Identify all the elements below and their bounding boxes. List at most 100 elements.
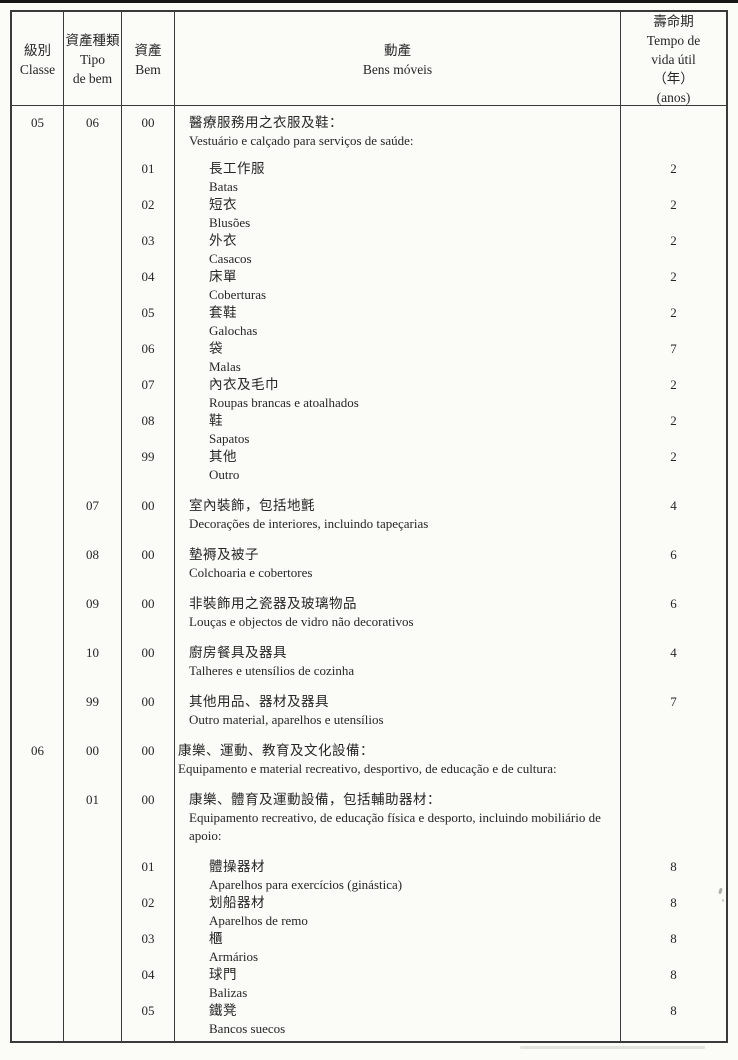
header-cell-classe: 級別 Classe [12,12,64,107]
cell-classe [12,966,64,1002]
header-line: 資產 [134,42,162,58]
description-pt: Balizas [209,985,248,1000]
cell-description: 其他用品、器材及器具 Outro material, aparelhos e ut… [175,680,621,729]
table-row: 03 櫃 Armários 8 [12,930,726,966]
cell-bem: 00 [122,106,175,150]
cell-description: 櫃 Armários [175,930,621,966]
cell-years [621,778,726,845]
cell-years: 7 [670,694,677,709]
cell-tipo [64,930,122,966]
header-line: Bens móveis [362,61,433,77]
cell-classe [12,533,64,582]
cell-years: 2 [670,413,677,428]
cell-years: 2 [670,449,677,464]
description-pt: Outro material, aparelhos e utensílios [189,712,384,727]
cell-bem: 05 [122,304,175,340]
table-row: 01 長工作服 Batas 2 [12,150,726,196]
description-zh: 體操器材 [209,859,265,874]
cell-bem: 00 [122,729,175,778]
table-row: 09 00 非裝飾用之瓷器及玻璃物品 Louças e objectos de vid… [12,582,726,631]
description-pt: Aparelhos de remo [209,913,308,928]
table-row: 06 袋 Malas 7 [12,340,726,376]
description-pt: Vestuário e calçado para serviços de saú… [189,133,414,148]
cell-years: 2 [670,269,677,284]
table-row: 02 短衣 Blusões 2 [12,196,726,232]
cell-description: 墊褥及被子 Colchoaria e cobertores [175,533,621,582]
table-row: 99 00 其他用品、器材及器具 Outro material, aparelhos … [12,680,726,729]
description-pt: Coberturas [209,287,267,302]
cell-bem: 06 [122,340,175,376]
cell-years: 2 [670,305,677,320]
cell-years: 6 [670,596,677,611]
table-row: 08 00 墊褥及被子 Colchoaria e cobertores 6 [12,533,726,582]
table-row: 10 00 廚房餐具及器具 Talheres e utensílios de cozi… [12,631,726,680]
description-zh: 短衣 [209,197,237,212]
cell-description: 鐵凳 Bancos suecos [175,1002,621,1038]
cell-tipo [64,150,122,196]
cell-classe [12,582,64,631]
cell-years: 6 [670,547,677,562]
cell-bem: 01 [122,150,175,196]
cell-years: 8 [670,859,677,874]
description-pt: Galochas [209,323,258,338]
table-header: 級別 Classe 資產種類 Tipo de bem 資產 Bem 動產 Bens móveis… [12,12,726,107]
cell-tipo [64,448,122,484]
header-cell-bens-moveis: 動產 Bens móveis [175,12,621,107]
cell-bem: 04 [122,268,175,304]
cell-description: 康樂、體育及運動設備，包括輔助器材： Equipamento recreativo… [175,778,621,845]
cell-description: 體操器材 Aparelhos para exercícios (ginástica… [175,845,621,894]
cell-tipo [64,966,122,1002]
cell-years [621,106,726,150]
cell-classe: 06 [12,729,64,778]
cell-bem: 08 [122,412,175,448]
cell-bem: 03 [122,232,175,268]
cell-description: 內衣及毛巾 Roupas brancas e atoalhados [175,376,621,412]
cell-bem: 01 [122,845,175,894]
description-zh: 鐵凳 [209,1003,237,1018]
description-pt: Aparelhos para exercícios (ginástica) [209,877,403,892]
cell-description: 床單 Coberturas [175,268,621,304]
filler-cell [122,1038,175,1041]
cell-classe [12,894,64,930]
description-pt: Equipamento e material recreativo, despo… [178,761,557,776]
description-pt: Colchoaria e cobertores [189,565,313,580]
cell-description: 醫療服務用之衣服及鞋： Vestuário e calçado para serv… [175,106,621,150]
table-row: 07 00 室內裝飾，包括地氈 Decorações de interiores, i… [12,484,726,533]
filler-cell [64,1038,122,1041]
table-row: 04 球門 Balizas 8 [12,966,726,1002]
table-row: 08 鞋 Sapatos 2 [12,412,726,448]
cell-bem: 00 [122,533,175,582]
cell-tipo [64,845,122,894]
cell-tipo [64,376,122,412]
description-zh: 墊褥及被子 [189,547,259,562]
cell-tipo: 07 [64,484,122,533]
table-row: 05 06 00 醫療服務用之衣服及鞋： Vestuário e calçado par… [12,106,726,150]
cell-classe [12,232,64,268]
cell-years: 8 [670,931,677,946]
cell-classe: 05 [12,106,64,150]
cell-bem: 00 [122,484,175,533]
description-pt: Armários [209,949,259,964]
cell-classe [12,268,64,304]
cell-classe [12,340,64,376]
cell-description: 套鞋 Galochas [175,304,621,340]
cell-classe [12,930,64,966]
cell-tipo [64,196,122,232]
cell-bem: 02 [122,894,175,930]
description-zh: 長工作服 [209,161,265,176]
table-row: 01 00 康樂、體育及運動設備，包括輔助器材： Equipamento recrea… [12,778,726,845]
cell-classe [12,150,64,196]
header-line: 級別 [24,42,51,58]
filler-cell [175,1038,621,1041]
header-cell-tempo-vida-util: 壽命期 Tempo de vida útil （年） (anos) [621,12,726,107]
cell-description: 長工作服 Batas [175,150,621,196]
description-pt: Decorações de interiores, incluindo tape… [189,516,429,531]
cell-classe [12,448,64,484]
description-zh: 內衣及毛巾 [209,377,279,392]
description-pt: Batas [209,179,238,194]
cell-description: 划船器材 Aparelhos de remo [175,894,621,930]
description-pt: Blusões [209,215,251,230]
description-pt: Talheres e utensílios de cozinha [189,663,355,678]
description-pt: Outro [209,467,240,482]
cell-tipo: 01 [64,778,122,845]
